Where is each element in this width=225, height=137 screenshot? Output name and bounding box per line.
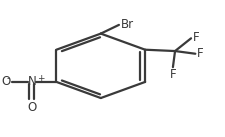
Text: F: F xyxy=(196,47,203,60)
Text: F: F xyxy=(192,31,198,44)
Text: O: O xyxy=(27,101,36,114)
Text: -: - xyxy=(6,74,9,83)
Text: +: + xyxy=(37,74,45,83)
Text: O: O xyxy=(1,75,11,88)
Text: N: N xyxy=(27,75,36,88)
Text: F: F xyxy=(169,68,176,82)
Text: Br: Br xyxy=(120,18,133,31)
